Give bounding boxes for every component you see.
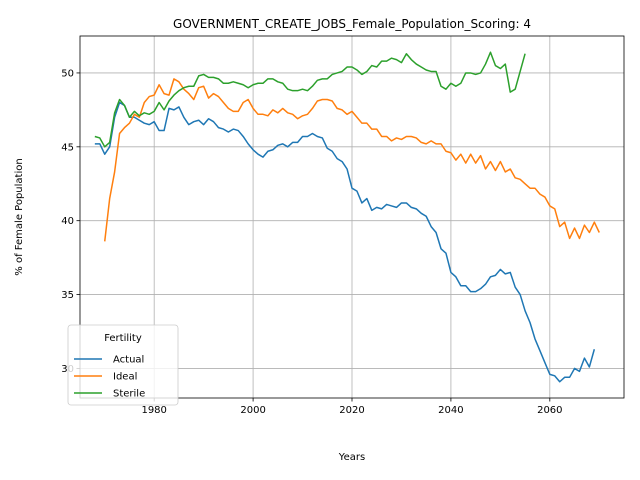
x-axis-label: Years — [338, 452, 365, 463]
series-layer — [94, 51, 600, 383]
legend-title: Fertility — [104, 333, 142, 344]
legend-label-actual: Actual — [113, 355, 144, 366]
y-tick-label: 40 — [61, 216, 74, 227]
chart-title: GOVERNMENT_CREATE_JOBS_Female_Population… — [173, 17, 531, 31]
y-tick-label: 45 — [61, 142, 74, 153]
series-line-ideal — [103, 78, 600, 242]
legend-items: Actual Ideal Sterile — [74, 355, 145, 400]
x-tick-label: 2000 — [240, 405, 265, 416]
x-axis: 1980 2000 2020 2040 2060 — [141, 398, 563, 416]
x-tick-label: 2040 — [438, 405, 463, 416]
y-tick-label: 50 — [61, 68, 74, 79]
x-tick-label: 2060 — [537, 405, 562, 416]
legend-box — [67, 324, 179, 406]
legend-label-sterile: Sterile — [113, 389, 145, 400]
legend-label-ideal: Ideal — [113, 372, 137, 383]
x-tick-label: 1980 — [141, 405, 166, 416]
series-line-sterile — [94, 51, 526, 148]
y-tick-label: 35 — [61, 290, 74, 301]
series-line-actual — [94, 101, 596, 383]
legend: Fertility Actual Ideal Sterile — [67, 324, 179, 406]
y-axis-label: % of Female Population — [14, 158, 25, 275]
x-tick-label: 2020 — [339, 405, 364, 416]
